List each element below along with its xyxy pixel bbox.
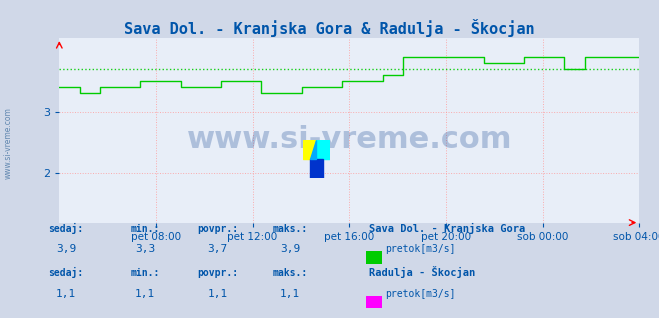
Text: povpr.:: povpr.: bbox=[197, 268, 238, 278]
Text: Radulja - Škocjan: Radulja - Škocjan bbox=[369, 266, 475, 278]
Text: www.si-vreme.com: www.si-vreme.com bbox=[3, 107, 13, 179]
Polygon shape bbox=[310, 140, 316, 159]
Text: sedaj:: sedaj: bbox=[48, 223, 84, 234]
Text: 1,1: 1,1 bbox=[56, 289, 76, 299]
Text: sedaj:: sedaj: bbox=[48, 267, 84, 278]
Text: 3,9: 3,9 bbox=[56, 245, 76, 254]
Bar bbox=[310, 159, 323, 178]
Text: 3,3: 3,3 bbox=[135, 245, 155, 254]
Text: www.si-vreme.com: www.si-vreme.com bbox=[186, 125, 512, 154]
Text: maks.:: maks.: bbox=[272, 268, 308, 278]
Text: min.:: min.: bbox=[130, 268, 159, 278]
Text: povpr.:: povpr.: bbox=[197, 224, 238, 234]
Text: 3,9: 3,9 bbox=[280, 245, 300, 254]
Text: 1,1: 1,1 bbox=[135, 289, 155, 299]
Text: min.:: min.: bbox=[130, 224, 159, 234]
Text: 1,1: 1,1 bbox=[208, 289, 227, 299]
Text: pretok[m3/s]: pretok[m3/s] bbox=[386, 245, 456, 254]
Text: Sava Dol. - Kranjska Gora: Sava Dol. - Kranjska Gora bbox=[369, 223, 525, 234]
Text: 1,1: 1,1 bbox=[280, 289, 300, 299]
Text: Sava Dol. - Kranjska Gora & Radulja - Škocjan: Sava Dol. - Kranjska Gora & Radulja - Šk… bbox=[124, 19, 535, 37]
Bar bbox=[316, 140, 330, 159]
Text: 3,7: 3,7 bbox=[208, 245, 227, 254]
Text: pretok[m3/s]: pretok[m3/s] bbox=[386, 289, 456, 299]
Bar bbox=[303, 140, 316, 159]
Text: maks.:: maks.: bbox=[272, 224, 308, 234]
